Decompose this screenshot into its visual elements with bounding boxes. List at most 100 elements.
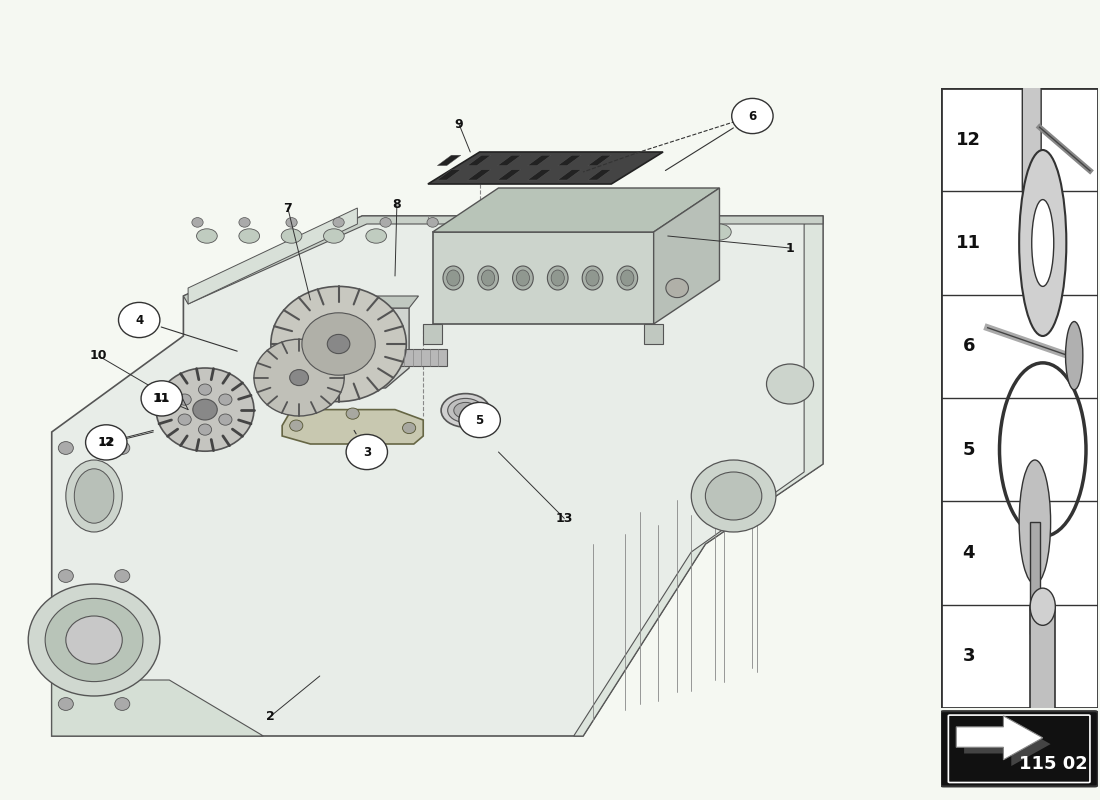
- Polygon shape: [574, 216, 823, 736]
- Circle shape: [29, 584, 160, 696]
- Circle shape: [691, 460, 775, 532]
- Text: 3: 3: [962, 647, 975, 666]
- Polygon shape: [645, 324, 663, 344]
- Text: 12: 12: [99, 438, 113, 447]
- Circle shape: [58, 570, 74, 582]
- Polygon shape: [468, 155, 491, 166]
- Circle shape: [219, 414, 232, 426]
- Circle shape: [178, 414, 191, 426]
- Ellipse shape: [500, 224, 525, 240]
- Polygon shape: [438, 170, 461, 180]
- Ellipse shape: [551, 270, 564, 286]
- Ellipse shape: [604, 224, 628, 240]
- Polygon shape: [956, 716, 1043, 760]
- Polygon shape: [52, 216, 823, 736]
- Polygon shape: [497, 170, 521, 180]
- Ellipse shape: [454, 402, 477, 418]
- Text: 11: 11: [956, 234, 981, 252]
- Polygon shape: [277, 296, 418, 328]
- Circle shape: [198, 424, 211, 435]
- Circle shape: [254, 339, 344, 416]
- Circle shape: [767, 364, 814, 404]
- FancyBboxPatch shape: [1022, 84, 1042, 195]
- Ellipse shape: [516, 270, 529, 286]
- Circle shape: [328, 334, 350, 354]
- Circle shape: [58, 442, 74, 454]
- Circle shape: [191, 218, 204, 227]
- Bar: [1031, 606, 1055, 743]
- Ellipse shape: [75, 469, 113, 523]
- Circle shape: [178, 394, 191, 406]
- Text: 7: 7: [284, 202, 293, 214]
- Text: 9: 9: [454, 118, 463, 130]
- Circle shape: [141, 381, 183, 416]
- Circle shape: [459, 402, 500, 438]
- Polygon shape: [653, 188, 719, 324]
- Polygon shape: [964, 722, 1050, 766]
- Circle shape: [66, 616, 122, 664]
- Circle shape: [1032, 199, 1054, 286]
- Circle shape: [705, 472, 762, 520]
- Circle shape: [732, 98, 773, 134]
- Circle shape: [239, 218, 250, 227]
- Circle shape: [271, 286, 406, 402]
- Text: 5: 5: [962, 441, 975, 458]
- Ellipse shape: [548, 266, 568, 290]
- Circle shape: [379, 218, 392, 227]
- Circle shape: [289, 420, 302, 431]
- Circle shape: [58, 698, 74, 710]
- Bar: [432, 232, 653, 324]
- Text: 6: 6: [962, 338, 975, 355]
- Polygon shape: [587, 155, 612, 166]
- Circle shape: [219, 394, 232, 406]
- Polygon shape: [558, 170, 581, 180]
- Ellipse shape: [449, 224, 473, 240]
- Circle shape: [156, 368, 254, 451]
- Circle shape: [114, 698, 130, 710]
- Circle shape: [289, 370, 308, 386]
- Polygon shape: [52, 680, 263, 736]
- Ellipse shape: [477, 266, 498, 290]
- Text: 4: 4: [962, 544, 975, 562]
- FancyBboxPatch shape: [948, 715, 1090, 782]
- Polygon shape: [587, 170, 612, 180]
- Text: 3: 3: [363, 446, 371, 458]
- Ellipse shape: [441, 394, 490, 427]
- Polygon shape: [528, 155, 551, 166]
- Text: 12: 12: [956, 130, 981, 149]
- Circle shape: [192, 399, 218, 420]
- Ellipse shape: [617, 266, 638, 290]
- Polygon shape: [424, 324, 442, 344]
- Ellipse shape: [366, 229, 386, 243]
- Ellipse shape: [586, 270, 600, 286]
- Text: 5: 5: [475, 414, 484, 426]
- Polygon shape: [428, 152, 663, 184]
- Polygon shape: [528, 170, 551, 180]
- Ellipse shape: [513, 266, 534, 290]
- Circle shape: [474, 218, 485, 227]
- Circle shape: [666, 278, 689, 298]
- Polygon shape: [282, 410, 424, 444]
- Circle shape: [114, 442, 130, 454]
- Polygon shape: [558, 155, 581, 166]
- Ellipse shape: [323, 229, 344, 243]
- Ellipse shape: [443, 266, 464, 290]
- Ellipse shape: [66, 460, 122, 532]
- Text: 8: 8: [393, 198, 402, 210]
- Ellipse shape: [656, 224, 680, 240]
- Circle shape: [346, 408, 360, 419]
- Ellipse shape: [447, 270, 460, 286]
- Ellipse shape: [707, 224, 732, 240]
- Text: 12: 12: [98, 436, 116, 449]
- Circle shape: [198, 384, 211, 395]
- Circle shape: [521, 218, 532, 227]
- Ellipse shape: [282, 229, 301, 243]
- Circle shape: [114, 570, 130, 582]
- Circle shape: [45, 598, 143, 682]
- Text: 2: 2: [266, 710, 275, 722]
- Ellipse shape: [482, 270, 495, 286]
- FancyBboxPatch shape: [940, 711, 1098, 786]
- Polygon shape: [468, 170, 491, 180]
- Bar: [399, 349, 447, 366]
- Ellipse shape: [1031, 725, 1055, 762]
